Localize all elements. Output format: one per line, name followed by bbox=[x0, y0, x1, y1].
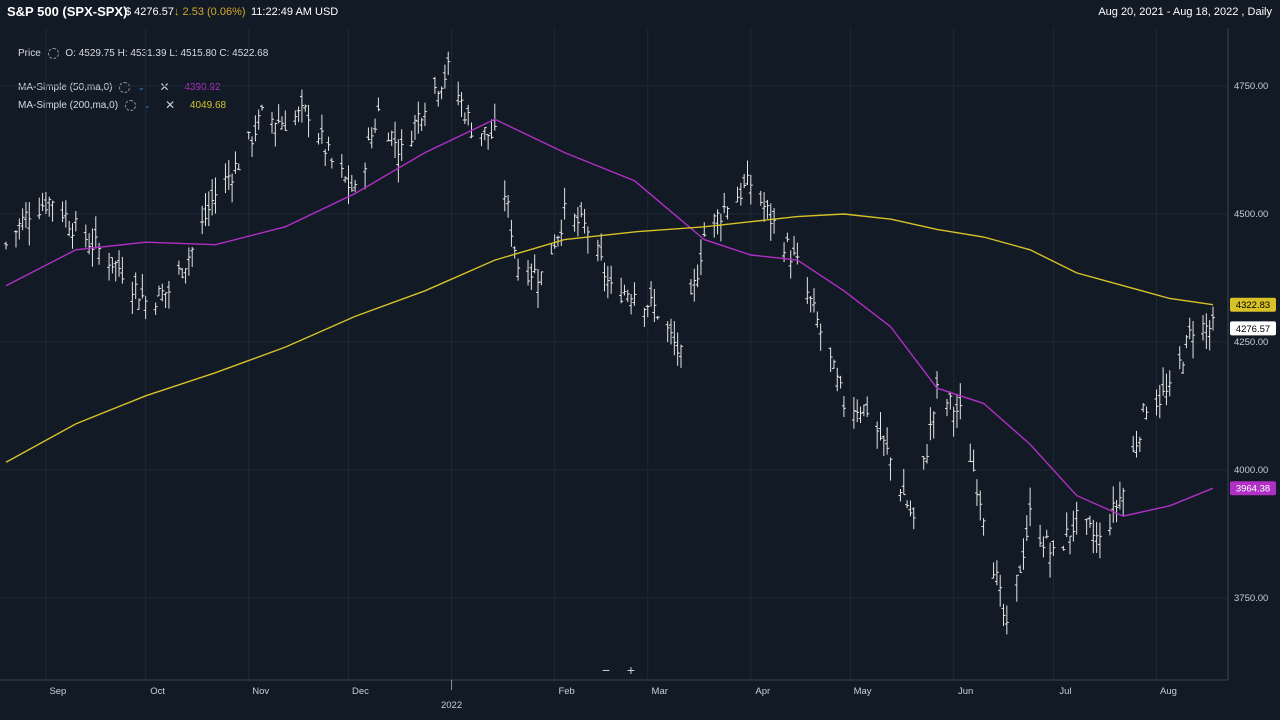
chevron-down-icon[interactable]: ⌄ bbox=[143, 100, 151, 110]
ohlc-values: O: 4529.75 H: 4531.39 L: 4515.80 C: 4522… bbox=[65, 48, 269, 59]
last-value-badge bbox=[1230, 481, 1276, 496]
gear-icon[interactable] bbox=[119, 81, 131, 93]
y-tick-label: 4250.00 bbox=[1234, 337, 1268, 348]
x-tick-label: 2022 bbox=[441, 700, 462, 711]
zoom-out-button[interactable]: − bbox=[601, 662, 611, 678]
moving-average-lines bbox=[5, 118, 1214, 517]
ticker-title: S&P 500 (SPX-SPX) bbox=[7, 4, 128, 19]
last-value-text: 3964.38 bbox=[1236, 484, 1270, 495]
last-price: $ 4276.57 bbox=[125, 6, 174, 18]
x-tick-label: Jun bbox=[958, 686, 973, 697]
ma200-label: MA-Simple (200,ma,0) bbox=[18, 99, 119, 111]
y-tick-label: 4000.00 bbox=[1234, 465, 1268, 476]
x-axis: Sep Oct Nov Dec 2022 Feb Mar Apr May Jun Jul Aug bbox=[0, 679, 1228, 711]
price-legend: Price O: 4529.75 H: 4531.39 L: 4515.80 C… bbox=[18, 48, 268, 62]
ma200-line bbox=[5, 213, 1214, 463]
header-bar: S&P 500 (SPX-SPX) $ 4276.57 ↓ 2.53 (0.06… bbox=[0, 0, 1280, 24]
date-range[interactable]: Aug 20, 2021 - Aug 18, 2022 , Daily bbox=[1098, 6, 1272, 18]
chevron-down-icon[interactable]: ⌄ bbox=[138, 82, 145, 92]
last-value-text: 4322.83 bbox=[1236, 300, 1270, 311]
x-tick-label: Oct bbox=[150, 686, 165, 697]
price-change: ↓ 2.53 (0.06%) bbox=[174, 6, 246, 18]
ma200-value: 4049.68 bbox=[189, 99, 227, 111]
gear-icon[interactable] bbox=[47, 48, 59, 59]
x-tick-label: Dec bbox=[352, 686, 369, 697]
x-tick-label: Jul bbox=[1059, 686, 1071, 697]
y-tick-label: 4750.00 bbox=[1234, 81, 1268, 92]
last-value-labels: 4322.83 4276.57 3964.38 bbox=[1230, 297, 1276, 496]
ma50-label: MA-Simple (50,ma,0) bbox=[18, 81, 113, 93]
gear-icon[interactable] bbox=[124, 99, 136, 111]
close-icon[interactable]: ✕ bbox=[159, 80, 170, 94]
x-tick-label: Apr bbox=[755, 686, 770, 697]
close-icon[interactable]: ✕ bbox=[165, 98, 176, 112]
y-tick-label: 4500.00 bbox=[1234, 209, 1268, 220]
y-axis: 4750.00 4500.00 4250.00 4000.00 3750.00 bbox=[1227, 28, 1268, 680]
x-tick-label: Mar bbox=[652, 686, 668, 697]
last-value-text: 4276.57 bbox=[1236, 324, 1270, 335]
price-legend-label: Price bbox=[18, 48, 41, 59]
x-tick-label: Feb bbox=[558, 686, 574, 697]
last-value-badge bbox=[1230, 297, 1276, 312]
x-tick-label: May bbox=[854, 686, 872, 697]
ma200-legend: MA-Simple (200,ma,0) ⌄ ✕ 4049.68 bbox=[18, 98, 226, 112]
price-bars bbox=[4, 51, 1215, 635]
last-value-badge bbox=[1230, 321, 1276, 336]
grid-lines bbox=[0, 28, 1228, 680]
x-tick-label: Nov bbox=[252, 686, 269, 697]
x-tick-label: Sep bbox=[49, 686, 66, 697]
ma50-value: 4390.92 bbox=[184, 81, 221, 93]
ma50-line bbox=[5, 118, 1214, 517]
x-tick-label: Aug bbox=[1160, 686, 1177, 697]
quote-time: 11:22:49 AM USD bbox=[251, 6, 339, 18]
y-tick-label: 3750.00 bbox=[1234, 593, 1268, 604]
zoom-in-button[interactable]: + bbox=[626, 662, 636, 678]
ma50-legend: MA-Simple (50,ma,0) ⌄ ✕ 4390.92 bbox=[18, 80, 221, 94]
